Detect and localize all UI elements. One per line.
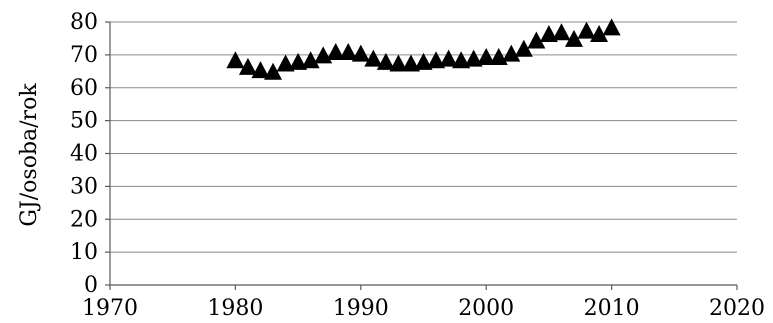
y-tick-label: 0 — [84, 273, 98, 298]
data-point — [564, 29, 583, 47]
data-point — [514, 39, 533, 57]
y-tick-label: 10 — [70, 240, 98, 265]
data-point — [251, 61, 270, 79]
y-axis-title: GJ/osoba/rok — [17, 83, 42, 227]
x-tick-label: 2020 — [709, 296, 765, 321]
y-tick-label: 80 — [70, 10, 98, 35]
data-point — [452, 51, 471, 69]
points-layer — [226, 18, 621, 80]
data-point — [339, 43, 358, 61]
y-tick-label: 60 — [70, 76, 98, 101]
data-point — [301, 51, 320, 69]
x-tick-label: 1980 — [207, 296, 263, 321]
data-point — [401, 54, 420, 72]
data-point — [389, 54, 408, 72]
data-point — [552, 23, 571, 41]
y-tick-label: 50 — [70, 109, 98, 134]
data-point — [226, 51, 245, 69]
data-point — [326, 43, 345, 61]
grid-layer — [110, 21, 737, 253]
data-point — [276, 54, 295, 72]
y-tick-label: 20 — [70, 207, 98, 232]
data-point — [602, 18, 621, 36]
data-point — [364, 49, 383, 67]
data-point — [427, 51, 446, 69]
y-tick-label: 30 — [70, 174, 98, 199]
data-point — [502, 44, 521, 62]
x-tick-label: 1970 — [82, 296, 138, 321]
y-tick-label: 70 — [70, 43, 98, 68]
data-point — [527, 31, 546, 49]
ticks-layer: 0 10 20 30 40 50 60 70 80 1970 1980 1990 2000 2010 202… — [70, 10, 765, 321]
x-tick-label: 2010 — [584, 296, 640, 321]
data-point — [590, 24, 609, 42]
y-tick-label: 40 — [70, 142, 98, 167]
x-tick-label: 2000 — [458, 296, 514, 321]
x-tick-label: 1990 — [333, 296, 389, 321]
data-point — [264, 62, 283, 80]
data-point — [351, 44, 370, 62]
data-point — [238, 57, 257, 75]
data-point — [376, 52, 395, 70]
data-point — [539, 24, 558, 42]
data-point — [289, 52, 308, 70]
data-point — [439, 49, 458, 67]
data-point — [414, 52, 433, 70]
data-point — [577, 21, 596, 39]
data-point — [464, 49, 483, 67]
data-point — [477, 47, 496, 65]
